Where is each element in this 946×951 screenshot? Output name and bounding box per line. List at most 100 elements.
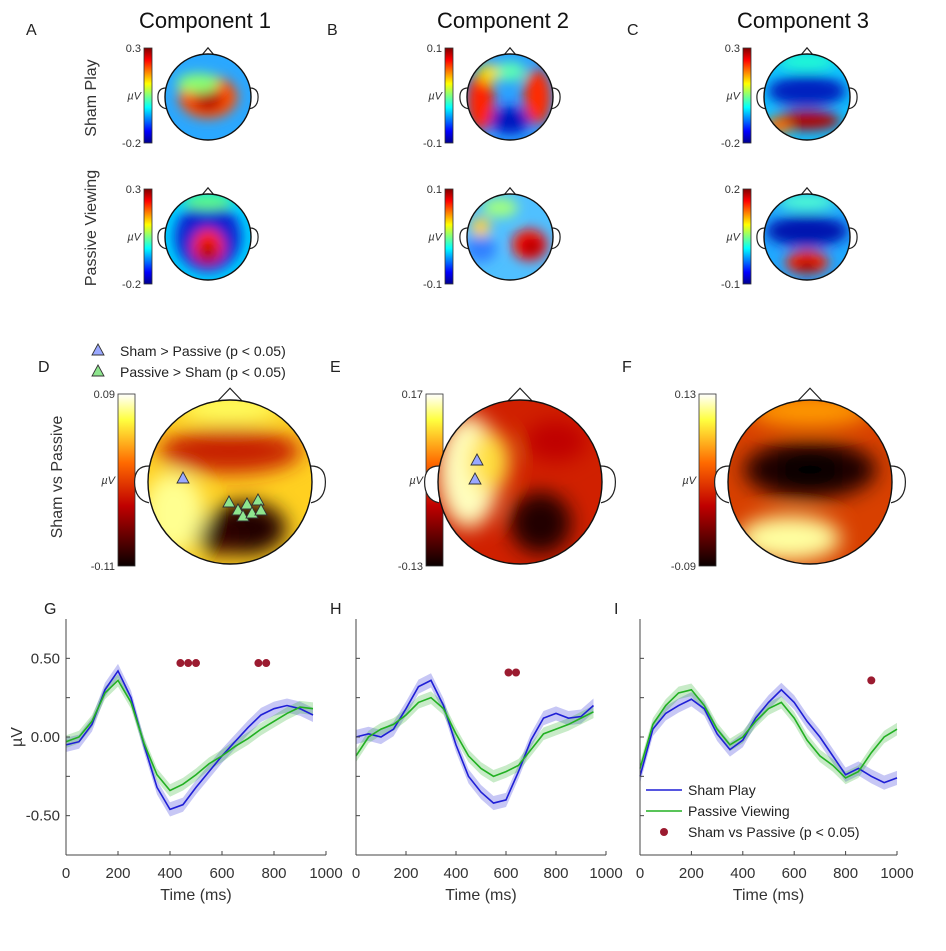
row-label-passive: Passive Viewing — [83, 170, 100, 286]
topo-diff-3-ear-left — [713, 465, 730, 504]
colorbar-sham-3-min: -0.2 — [721, 138, 740, 150]
erp-chart-1-x-tick-label: 0 — [62, 865, 70, 882]
colorbar-diff-2-max: 0.17 — [402, 389, 423, 401]
legend-passive-label: Passive Viewing — [688, 803, 790, 819]
colorbar-sham-2-bar — [444, 47, 454, 144]
panel-letter-h: H — [330, 601, 342, 618]
erp-chart-3-x-tick-label: 200 — [679, 865, 704, 882]
passive-gt-sham-marker — [222, 495, 236, 508]
colorbar-diff-3-unit: µV — [682, 475, 697, 487]
colorbar-diff-3-min: -0.09 — [671, 561, 696, 573]
panel-letter-f: F — [622, 359, 632, 376]
erp-chart-2-x-tick-label: 200 — [393, 865, 418, 882]
topo-passive-1-outline — [164, 193, 252, 281]
erp-chart-1-x-tick-label: 1000 — [309, 865, 342, 882]
erp-chart-2-line-sham — [355, 679, 595, 804]
topo-sham-1-ear-right — [249, 87, 259, 110]
colorbar-sham-3-bar — [742, 47, 752, 144]
erp-chart-2-x-tick-label: 800 — [543, 865, 568, 882]
panel-letter-a: A — [26, 22, 37, 39]
topo-diff-1-ear-right — [310, 465, 327, 504]
sham-gt-passive-marker — [468, 472, 482, 485]
erp-chart-1: 0 200 400 600 800 1000 Time (ms) 0.50 0.00 -0.50 µ… — [9, 619, 343, 904]
topo-passive-1-ear-left — [157, 227, 167, 250]
colorbar-sham-1-min: -0.2 — [122, 138, 141, 150]
colorbar-passive-3: 0.2 -0.1 µV — [721, 184, 752, 291]
erp-chart-3-x-tick-label: 400 — [730, 865, 755, 882]
topo-diff-3-outline — [727, 399, 893, 565]
topo-diff-3 — [713, 387, 907, 565]
colorbar-diff-2-min: -0.13 — [398, 561, 423, 573]
erp-chart-1-xlabel: Time (ms) — [160, 887, 231, 904]
colorbar-sham-3: 0.3 -0.2 µV — [721, 43, 752, 150]
erp-chart-2-x-tick-label: 0 — [352, 865, 360, 882]
erp-chart-1-y-tick-label: -0.50 — [26, 808, 60, 825]
erp-chart-2-x-tick-label: 1000 — [589, 865, 622, 882]
topo-diff-1-ear-left — [133, 465, 150, 504]
topo-passive-3-outline — [763, 193, 851, 281]
row-label-diff: Sham vs Passive — [49, 416, 66, 539]
legend-passive-gt-label: Passive > Sham (p < 0.05) — [120, 364, 286, 380]
topo-sham-2-field — [467, 54, 553, 140]
erp-chart-1-band-sham — [66, 663, 313, 817]
colorbar-passive-2-unit: µV — [428, 232, 443, 244]
erp-chart-3-sig-dot — [867, 676, 876, 685]
colorbar-sham-2-min: -0.1 — [423, 138, 442, 150]
colorbar-sham-1-max: 0.3 — [126, 43, 141, 55]
colorbar-diff-1-min: -0.11 — [91, 561, 115, 573]
erp-chart-2-line-passive — [355, 696, 594, 778]
topo-passive-2-ear-right — [551, 227, 561, 250]
colorbar-diff-3-max: 0.13 — [675, 389, 696, 401]
topo-significance-markers — [176, 453, 484, 522]
colorbar-sham-2: 0.1 -0.1 µV — [423, 43, 454, 150]
colorbar-diff-3: 0.13 -0.09 µV — [671, 389, 717, 573]
colorbar-sham-1: 0.3 -0.2 µV — [122, 43, 153, 150]
topo-diff-1-nose — [216, 387, 244, 403]
colorbar-sham-2-unit: µV — [428, 91, 443, 103]
topo-legend: Sham > Passive (p < 0.05) Passive > Sham … — [91, 343, 286, 380]
panel-letter-e: E — [330, 359, 341, 376]
erp-chart-3-x-tick-label: 1000 — [880, 865, 913, 882]
passive-gt-sham-marker — [254, 503, 268, 516]
panel-letter-i: I — [614, 601, 618, 618]
erp-chart-1-x-tick-label: 800 — [261, 865, 286, 882]
colorbar-diff-1-bar — [117, 393, 136, 567]
topo-diff-1 — [133, 387, 327, 565]
topo-passive-3 — [756, 186, 858, 281]
erp-chart-1-sig-dot — [184, 659, 193, 668]
erp-chart-1-sig-dot — [262, 659, 271, 668]
erp-chart-3: 0 200 400 600 800 1000 Time (ms) Sham Play Passi… — [636, 619, 914, 904]
colorbar-passive-3-bar — [742, 188, 752, 285]
colorbar-sham-1-unit: µV — [127, 91, 142, 103]
erp-chart-2-sig-dot — [504, 668, 513, 677]
topo-diff-2-nose — [506, 387, 534, 403]
legend-sham-label: Sham Play — [688, 782, 756, 798]
topo-sham-2 — [459, 46, 561, 141]
topo-diff-2-field — [438, 400, 602, 564]
colorbar-sham-3-max: 0.3 — [725, 43, 740, 55]
erp-chart-3-xlabel: Time (ms) — [733, 887, 804, 904]
passive-gt-sham-marker — [240, 497, 254, 510]
erp-chart-1-x-tick-label: 200 — [105, 865, 130, 882]
legend-sham-gt-label: Sham > Passive (p < 0.05) — [120, 343, 286, 359]
component-title-2: Component 2 — [437, 8, 569, 33]
erp-chart-2-sig-dot — [512, 668, 520, 677]
erp-chart-3-line-passive — [639, 688, 898, 779]
legend-sig-label: Sham vs Passive (p < 0.05) — [688, 824, 860, 840]
topo-diff-3-ear-right — [890, 465, 907, 504]
topo-diff-2-ear-left — [423, 465, 440, 504]
erp-chart-2-band-sham — [356, 673, 594, 811]
topo-diff-1-field — [148, 400, 312, 564]
erp-chart-2-x-tick-label: 600 — [493, 865, 518, 882]
component-title-1: Component 1 — [139, 8, 271, 33]
erp-chart-3-x-tick-label: 0 — [636, 865, 644, 882]
topo-passive-1-field — [165, 194, 251, 280]
panel-letter-c: C — [627, 22, 639, 39]
colorbar-passive-3-max: 0.2 — [725, 184, 740, 196]
colorbar-sham-1-bar — [143, 47, 153, 144]
topo-sham-2-ear-right — [551, 87, 561, 110]
colorbar-diff-1: 0.09 -0.11 µV — [91, 389, 136, 573]
topo-passive-2 — [459, 186, 561, 281]
colorbar-sham-3-unit: µV — [726, 91, 741, 103]
